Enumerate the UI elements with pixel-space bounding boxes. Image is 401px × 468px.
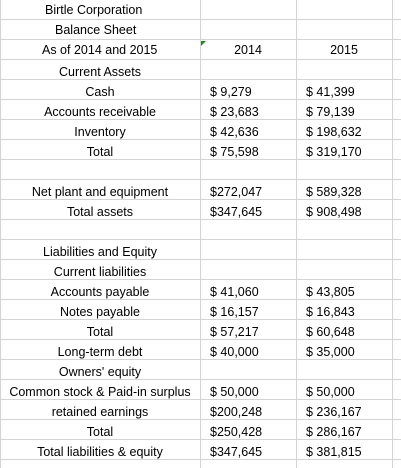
row-border [0,39,401,40]
value-cell-2014[interactable]: $347,645 [210,205,263,219]
row-label[interactable]: Total assets [66,205,133,219]
value-cell-2015[interactable]: $ 198,632 [306,125,362,139]
year-header-2014[interactable]: 2014 [234,43,262,57]
value-cell-2014[interactable]: $272,047 [210,185,263,199]
row-border [0,119,401,120]
value-cell-2015[interactable]: $ 236,167 [306,405,362,419]
value-cell-2014[interactable]: $ 50,000 [210,385,259,399]
value-cell-2015[interactable]: $ 908,498 [306,205,362,219]
row-border [0,399,401,400]
value-cell-2015[interactable]: $ 50,000 [306,385,355,399]
row-label[interactable]: Net plant and equipment [31,185,169,199]
statement-period[interactable]: As of 2014 and 2015 [42,43,158,57]
row-label[interactable]: Current Assets [59,65,141,79]
value-cell-2015[interactable]: $ 16,843 [306,305,355,319]
row-border [0,179,401,180]
column-border [296,0,297,468]
value-cell-2014[interactable]: $ 23,683 [210,105,259,119]
row-label[interactable]: Total [86,145,114,159]
value-cell-2015[interactable]: $ 35,000 [306,345,355,359]
row-label[interactable]: retained earnings [51,405,149,419]
value-cell-2014[interactable]: $ 75,598 [210,145,259,159]
row-border [0,139,401,140]
column-border [392,0,393,468]
row-label[interactable]: Long-term debt [57,345,143,359]
value-cell-2015[interactable]: $ 41,399 [306,85,355,99]
row-label[interactable]: Inventory [74,125,126,139]
row-label[interactable]: Total [86,425,114,439]
value-cell-2015[interactable]: $ 60,648 [306,325,355,339]
row-label[interactable]: Owners' equity [58,365,142,379]
value-cell-2015[interactable]: $ 381,815 [306,445,362,459]
row-border [0,239,401,240]
row-border [0,459,401,460]
company-name[interactable]: Birtle Corporation [45,3,143,17]
value-cell-2014[interactable]: $ 42,636 [210,125,259,139]
row-border [0,299,401,300]
row-border [0,439,401,440]
row-border [0,339,401,340]
row-border [0,159,401,160]
value-cell-2014[interactable]: $250,428 [210,425,263,439]
column-border [200,0,201,468]
value-cell-2014[interactable]: $200,248 [210,405,263,419]
row-border [0,19,401,20]
cell-comment-indicator [201,41,206,46]
value-cell-2014[interactable]: $ 40,000 [210,345,259,359]
row-label[interactable]: Common stock & Paid-in surplus [9,385,191,399]
row-border [0,199,401,200]
value-cell-2015[interactable]: $ 79,139 [306,105,355,119]
value-cell-2014[interactable]: $347,645 [210,445,263,459]
row-border [0,219,401,220]
year-header-2015[interactable]: 2015 [330,43,358,57]
column-border [0,0,1,468]
row-label[interactable]: Liabilities and Equity [43,245,157,259]
value-cell-2015[interactable]: $ 286,167 [306,425,362,439]
row-label[interactable]: Total [86,325,114,339]
row-border [0,79,401,80]
row-label[interactable]: Notes payable [60,305,140,319]
row-label[interactable]: Accounts receivable [44,105,156,119]
value-cell-2014[interactable]: $ 57,217 [210,325,259,339]
row-border [0,379,401,380]
row-border [0,279,401,280]
value-cell-2015[interactable]: $ 319,170 [306,145,362,159]
row-border [0,59,401,60]
row-label[interactable]: Accounts payable [50,285,150,299]
row-label[interactable]: Current liabilities [53,265,147,279]
row-border [0,319,401,320]
value-cell-2014[interactable]: $ 41,060 [210,285,259,299]
value-cell-2015[interactable]: $ 589,328 [306,185,362,199]
row-border [0,259,401,260]
statement-title[interactable]: Balance Sheet [55,23,137,37]
row-border [0,419,401,420]
row-label[interactable]: Total liabilities & equity [37,445,163,459]
value-cell-2014[interactable]: $ 9,279 [210,85,252,99]
value-cell-2015[interactable]: $ 43,805 [306,285,355,299]
row-label[interactable]: Cash [85,85,115,99]
value-cell-2014[interactable]: $ 16,157 [210,305,259,319]
row-border [0,99,401,100]
row-border [0,359,401,360]
